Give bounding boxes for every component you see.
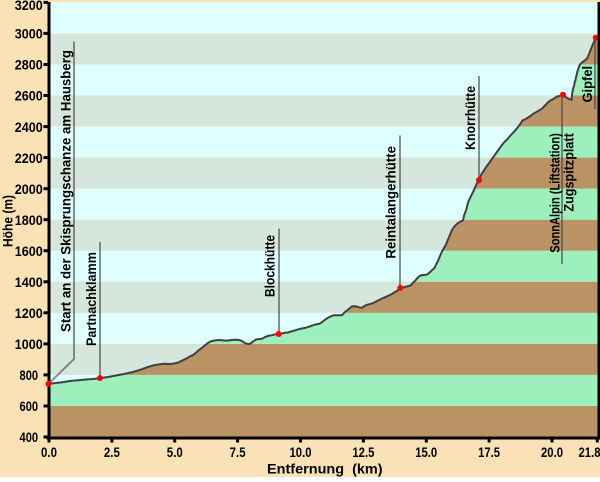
svg-text:5.0: 5.0 xyxy=(167,444,183,460)
svg-text:21.8: 21.8 xyxy=(579,444,600,460)
svg-text:800: 800 xyxy=(20,367,39,383)
svg-text:2.5: 2.5 xyxy=(104,444,120,460)
svg-text:1200: 1200 xyxy=(15,305,43,321)
svg-text:2400: 2400 xyxy=(15,119,43,135)
svg-text:12.5: 12.5 xyxy=(352,444,374,460)
svg-text:1400: 1400 xyxy=(15,274,43,290)
svg-text:Entfernung (km): Entfernung (km) xyxy=(267,461,383,477)
svg-text:3000: 3000 xyxy=(15,26,43,42)
svg-text:Reintalangerhütte: Reintalangerhütte xyxy=(382,146,398,259)
svg-text:20.0: 20.0 xyxy=(541,444,563,460)
svg-text:1800: 1800 xyxy=(15,212,43,228)
svg-text:17.5: 17.5 xyxy=(478,444,500,460)
svg-text:Zugspitzplatt: Zugspitzplatt xyxy=(561,133,577,212)
svg-text:1600: 1600 xyxy=(15,243,43,259)
svg-text:2600: 2600 xyxy=(15,88,43,104)
svg-text:15.0: 15.0 xyxy=(415,444,437,460)
svg-text:7.5: 7.5 xyxy=(230,444,246,460)
svg-text:1000: 1000 xyxy=(15,336,43,352)
svg-text:10.0: 10.0 xyxy=(290,444,312,460)
svg-text:Start an der Skisprungschanze: Start an der Skisprungschanze am Hausber… xyxy=(58,50,74,332)
svg-text:2200: 2200 xyxy=(15,150,43,166)
svg-text:Knorrhütte: Knorrhütte xyxy=(462,86,478,150)
svg-text:Blockhütte: Blockhütte xyxy=(262,235,278,297)
svg-text:400: 400 xyxy=(20,429,39,445)
svg-text:Gipfel: Gipfel xyxy=(579,66,595,103)
svg-text:600: 600 xyxy=(20,398,39,414)
svg-text:Höhe (m): Höhe (m) xyxy=(0,195,16,247)
svg-text:3200: 3200 xyxy=(15,0,43,13)
svg-text:2800: 2800 xyxy=(15,57,43,73)
svg-text:Partnachklamm: Partnachklamm xyxy=(83,252,99,346)
svg-text:0.0: 0.0 xyxy=(41,444,57,460)
svg-text:2000: 2000 xyxy=(15,181,43,197)
